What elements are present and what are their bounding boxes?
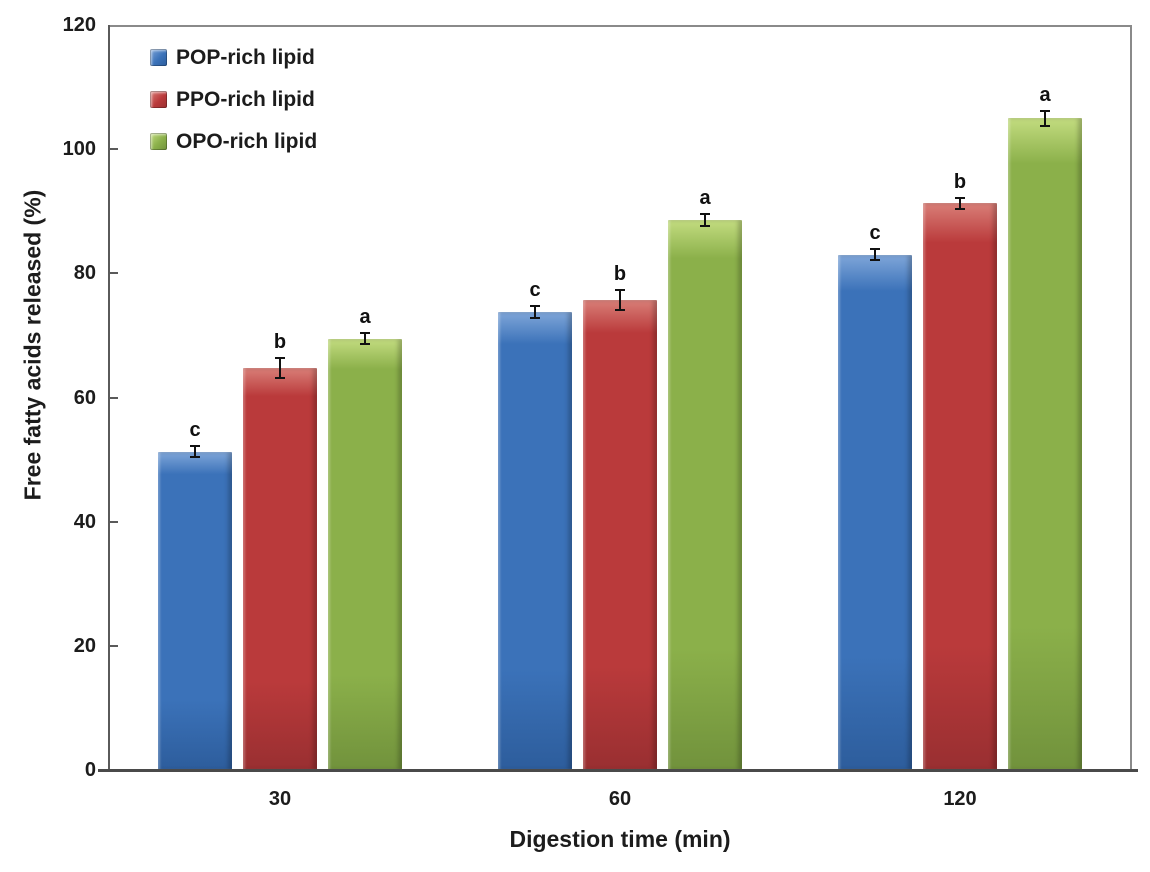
error-bar — [619, 290, 621, 310]
error-bar-cap — [700, 212, 710, 215]
significance-letter: c — [529, 278, 541, 301]
error-bar-cap — [955, 196, 965, 199]
significance-letter: b — [953, 170, 967, 193]
y-tick-label: 60 — [73, 386, 96, 409]
error-bar — [704, 213, 706, 227]
legend-swatch-icon — [150, 48, 167, 66]
significance-letter: c — [189, 418, 201, 441]
error-bar — [364, 332, 366, 345]
error-bar-cap — [1040, 109, 1050, 112]
error-bar — [279, 357, 281, 378]
y-tick-label: 120 — [62, 14, 96, 36]
error-bar — [1044, 110, 1046, 126]
error-bar-cap — [530, 304, 540, 307]
error-bar-cap — [955, 207, 965, 210]
significance-letter: a — [699, 186, 711, 209]
legend-swatch-icon — [150, 132, 167, 150]
y-tick-mark — [108, 644, 118, 647]
chart-legend: POP-rich lipid PPO-rich lipid OPO-rich lip… — [150, 36, 317, 162]
significance-letter: a — [1039, 83, 1051, 106]
error-bar — [959, 197, 961, 209]
legend-swatch-icon — [150, 90, 167, 108]
error-bar — [534, 305, 536, 319]
legend-label: POP-rich lipid — [176, 45, 315, 69]
x-tick-label: 60 — [608, 788, 632, 810]
y-tick-mark — [108, 148, 118, 151]
x-axis-title: Digestion time (min) — [509, 826, 731, 852]
y-tick-label: 80 — [73, 262, 96, 285]
error-bar-cap — [275, 376, 285, 379]
y-tick-mark — [108, 272, 118, 275]
bar-POP-rich-lipid-30 — [158, 451, 232, 770]
legend-item: PPO-rich lipid — [150, 78, 317, 120]
x-tick-label: 30 — [268, 788, 292, 810]
y-tick-mark — [108, 396, 118, 399]
bar-PPO-rich-lipid-60 — [583, 300, 657, 770]
legend-label: PPO-rich lipid — [176, 87, 315, 111]
legend-label: OPO-rich lipid — [176, 129, 318, 153]
significance-letter: b — [613, 263, 627, 286]
x-axis-line — [98, 769, 1138, 772]
y-axis-line — [108, 25, 110, 772]
significance-letter: a — [359, 305, 371, 328]
error-bar-cap — [615, 308, 625, 311]
y-tick-label: 0 — [84, 759, 96, 781]
y-axis-title: Free fatty acids released (%) — [19, 189, 46, 501]
y-tick-label: 20 — [73, 634, 96, 657]
error-bar-cap — [870, 259, 880, 262]
bar-OPO-rich-lipid-120 — [1008, 118, 1082, 770]
bar-PPO-rich-lipid-120 — [923, 203, 997, 770]
error-bar — [194, 445, 196, 458]
y-tick-label: 40 — [73, 510, 96, 533]
y-tick-mark — [108, 520, 118, 523]
error-bar-cap — [1040, 124, 1050, 127]
error-bar — [874, 249, 876, 261]
bar-PPO-rich-lipid-30 — [243, 367, 317, 770]
significance-letter: b — [273, 330, 287, 353]
error-bar-cap — [190, 456, 200, 459]
x-tick-label: 120 — [943, 788, 977, 810]
y-tick-label: 100 — [62, 138, 96, 161]
legend-item: POP-rich lipid — [150, 36, 317, 78]
legend-item: OPO-rich lipid — [150, 120, 317, 162]
error-bar-cap — [700, 225, 710, 228]
significance-letter: c — [869, 222, 881, 245]
bar-POP-rich-lipid-60 — [498, 311, 572, 770]
error-bar-cap — [190, 444, 200, 447]
bar-OPO-rich-lipid-30 — [328, 338, 402, 770]
error-bar-cap — [360, 343, 370, 346]
error-bar-cap — [275, 356, 285, 359]
error-bar-cap — [530, 317, 540, 320]
error-bar-cap — [615, 289, 625, 292]
bar-POP-rich-lipid-120 — [838, 254, 912, 770]
error-bar-cap — [870, 248, 880, 251]
bar-OPO-rich-lipid-60 — [668, 219, 742, 770]
error-bar-cap — [360, 331, 370, 334]
